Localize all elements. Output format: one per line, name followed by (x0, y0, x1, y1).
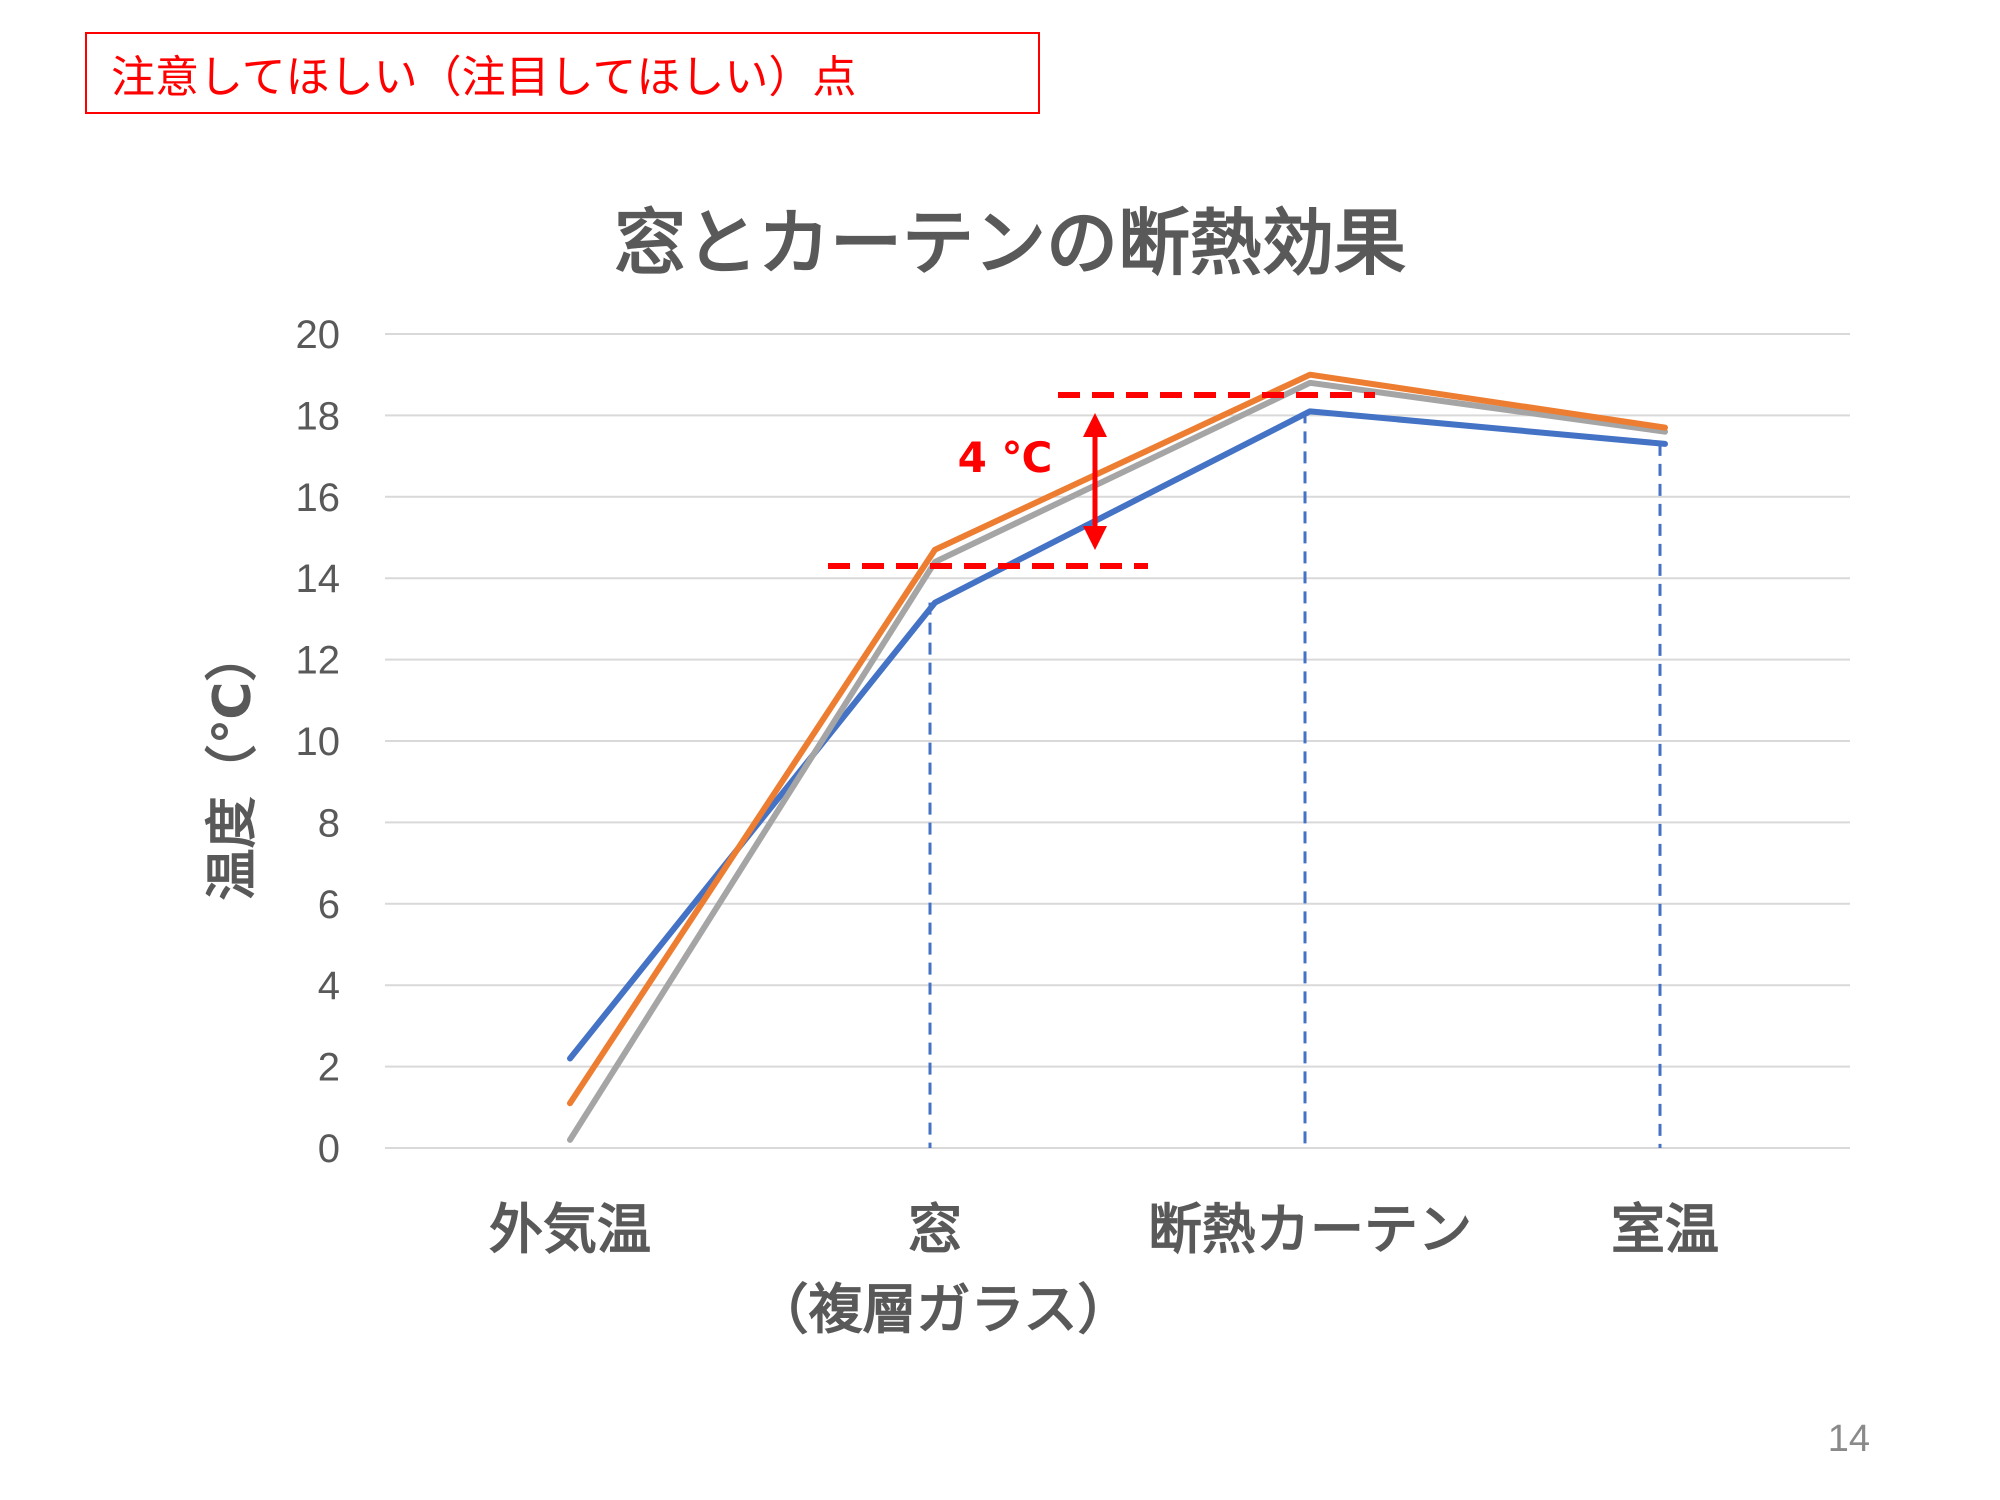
y-tick-label: 8 (318, 801, 340, 845)
y-tick-label: 4 (318, 964, 340, 1008)
attention-note: 注意してほしい（注目してほしい）点 (85, 32, 1040, 114)
chart-title: 窓とカーテンの断熱効果 (614, 201, 1406, 285)
y-tick-label: 16 (296, 476, 341, 520)
series-line (567, 379, 1668, 1143)
y-tick-label: 2 (318, 1046, 340, 1090)
y-tick-label: 14 (296, 557, 341, 601)
arrow-head-up (1083, 413, 1107, 438)
x-category-label: 室温 (1611, 1198, 1719, 1261)
y-tick-label: 12 (296, 639, 341, 683)
y-tick-label: 10 (296, 720, 341, 764)
y-tick-label: 20 (296, 313, 341, 357)
page-number: 14 (1827, 1418, 1870, 1460)
difference-label: 4 ℃ (958, 433, 1053, 482)
y-tick-label: 0 (318, 1127, 340, 1171)
x-category-label: 外気温 (489, 1198, 651, 1261)
y-axis-label: 温度（℃） (203, 630, 263, 901)
x-category-sublabel: （複層ガラス） (755, 1278, 1132, 1341)
x-category-label: 窓 (908, 1198, 962, 1261)
arrow-head-down (1083, 525, 1107, 550)
y-tick-label: 18 (296, 394, 341, 438)
x-category-label: 断熱カーテン (1148, 1198, 1472, 1261)
y-tick-label: 6 (318, 883, 340, 927)
attention-note-text: 注意してほしい（注目してほしい）点 (111, 52, 857, 103)
series-line (567, 371, 1668, 1107)
series-line (567, 408, 1668, 1062)
